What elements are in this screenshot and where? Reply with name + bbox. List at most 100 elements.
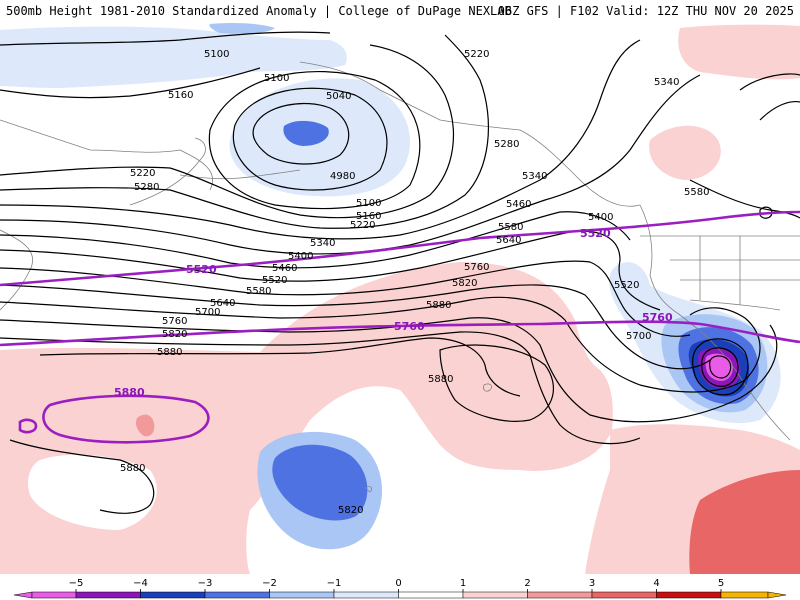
- positive-anomaly-southeast-core: [689, 470, 800, 574]
- contour-label: 5640: [496, 235, 521, 246]
- climo-label: 5520: [186, 263, 217, 276]
- contour-label: 5220: [464, 49, 489, 60]
- climo-label: 5880: [114, 386, 145, 399]
- negative-anomaly-pacific-low-core: [272, 444, 368, 521]
- coastline-aleutians: [179, 169, 301, 180]
- legend-swatch: [75, 591, 141, 599]
- negative-anomaly-north-core: [209, 23, 275, 34]
- coastlines: [0, 61, 800, 493]
- contour-label: 5280: [494, 139, 519, 150]
- contour-label: 5520: [262, 275, 287, 286]
- legend-tick-label: −3: [198, 578, 213, 589]
- neutral-hole-west: [28, 454, 157, 530]
- contour-label: 5640: [210, 298, 235, 309]
- legend-tick-label: −2: [262, 578, 277, 589]
- legend-tick-label: −1: [327, 578, 342, 589]
- contour-label: 5340: [522, 171, 547, 182]
- contour-5400: [0, 74, 701, 255]
- climatology-contours: [0, 210, 800, 444]
- contour-label: 5100: [264, 73, 289, 84]
- positive-anomaly-small-core: [135, 414, 155, 437]
- legend-extend-low: [13, 591, 33, 599]
- model-run-title: 06Z GFS | F102 Valid: 12Z THU NOV 20 202…: [497, 4, 794, 18]
- contour-label: 5400: [588, 212, 613, 223]
- contour-label: 5700: [195, 307, 220, 318]
- contour-label: 5520: [614, 280, 639, 291]
- coastline-island: [364, 485, 373, 493]
- contour-label: 5760: [162, 316, 187, 327]
- climo-5880-small: [18, 418, 38, 434]
- legend-tick-label: 4: [653, 578, 659, 589]
- contour-5460: [0, 211, 631, 269]
- contour-label: 5100: [356, 198, 381, 209]
- contour-label: 5100: [204, 49, 229, 60]
- border-us-mexico: [689, 299, 781, 311]
- legend-swatch: [333, 591, 399, 599]
- climo-label: 5760: [642, 311, 673, 324]
- legend-tick-label: −4: [133, 578, 148, 589]
- contour-label: 5220: [350, 220, 375, 231]
- contour-low-1: [252, 102, 350, 165]
- height-contours: [0, 31, 800, 514]
- contour-5580: [0, 260, 691, 337]
- contour-label: 5280: [134, 182, 159, 193]
- contour-label: 5880: [428, 374, 453, 385]
- legend-swatch: [720, 591, 769, 599]
- coastline-asia: [0, 119, 213, 191]
- contour-cutoff-2: [701, 347, 739, 387]
- legend-tick-label: −5: [69, 578, 84, 589]
- contour-5100-north: [0, 31, 331, 46]
- climatology-labels: 5520 5520 5760 5760 5880: [114, 227, 673, 399]
- contour-5640: [0, 284, 711, 370]
- coastline-na-west: [639, 204, 791, 441]
- contour-label: 5580: [498, 222, 523, 233]
- contour-high-pacific: [439, 344, 554, 422]
- contour-5700: [0, 296, 761, 393]
- positive-anomaly-gulf: [649, 125, 721, 180]
- legend-swatch: [204, 591, 270, 599]
- contour-label: 5160: [168, 90, 193, 101]
- contour-label: 5460: [272, 263, 297, 274]
- climo-5520: [0, 210, 800, 287]
- contour-5520: [0, 230, 661, 311]
- contour-5340: [0, 39, 641, 240]
- contour-label: 5340: [654, 77, 679, 88]
- contour-label: 5880: [157, 347, 182, 358]
- contour-cutoff-3: [709, 355, 732, 379]
- legend-tick-label: 0: [395, 578, 401, 589]
- contour-label: 5820: [452, 278, 477, 289]
- contour-label: 5400: [288, 251, 313, 262]
- legend-swatch: [527, 591, 593, 599]
- legend-swatch: [269, 591, 335, 599]
- contour-label: 5820: [338, 505, 363, 516]
- contour-5880-pacific: [39, 337, 521, 397]
- contour-label: 5700: [626, 331, 651, 342]
- height-contour-labels: 5100 5100 5040 4980 5160 5220 5280 5100 …: [120, 49, 709, 516]
- legend-swatch: [591, 591, 657, 599]
- legend-swatch: [462, 591, 528, 599]
- product-title: 500mb Height 1981-2010 Standardized Anom…: [6, 4, 512, 18]
- legend-swatch: [656, 591, 722, 599]
- climo-label: 5520: [580, 227, 611, 240]
- contour-low-3: [208, 70, 421, 210]
- weather-map: 5100 5100 5040 4980 5160 5220 5280 5100 …: [0, 22, 800, 574]
- contour-northeast-2: [759, 100, 800, 121]
- legend-tick-label: 3: [589, 578, 595, 589]
- coastline-hawaii: [483, 383, 492, 392]
- contour-low-2: [232, 87, 388, 191]
- legend-swatch: [31, 591, 77, 599]
- positive-anomaly-northeast: [678, 24, 800, 80]
- contour-5160-north: [0, 67, 261, 99]
- contour-label: 5460: [506, 199, 531, 210]
- contour-cutoff-1: [692, 338, 749, 396]
- coastline-kamchatka: [129, 137, 206, 206]
- climo-label: 5760: [394, 320, 425, 333]
- contour-5220-arc: [0, 44, 455, 219]
- climo-5760: [0, 320, 800, 347]
- legend-swatch: [398, 591, 464, 599]
- coastline-japan: [0, 229, 33, 311]
- contour-5280-arc: [0, 34, 489, 229]
- contour-label: 5340: [310, 238, 335, 249]
- contour-label: 5040: [326, 91, 351, 102]
- legend-tick-label: 2: [524, 578, 530, 589]
